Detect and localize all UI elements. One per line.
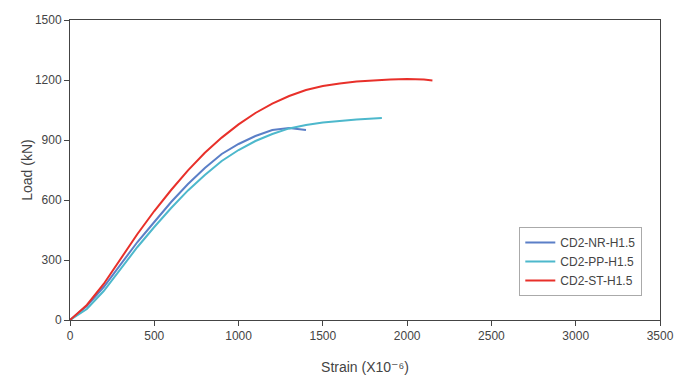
svg-text:300: 300 <box>42 253 62 267</box>
svg-text:CD2-ST-H1.5: CD2-ST-H1.5 <box>560 274 632 288</box>
svg-text:2500: 2500 <box>478 329 505 343</box>
svg-text:600: 600 <box>42 193 62 207</box>
svg-text:CD2-NR-H1.5: CD2-NR-H1.5 <box>560 236 635 250</box>
svg-text:1200: 1200 <box>35 73 62 87</box>
svg-text:2000: 2000 <box>394 329 421 343</box>
svg-text:0: 0 <box>55 313 62 327</box>
svg-text:500: 500 <box>144 329 164 343</box>
svg-text:900: 900 <box>42 133 62 147</box>
svg-text:1500: 1500 <box>35 13 62 27</box>
svg-text:3000: 3000 <box>562 329 589 343</box>
svg-text:Load (kN): Load (kN) <box>19 139 35 200</box>
svg-text:Strain (X10⁻⁶): Strain (X10⁻⁶) <box>321 359 409 375</box>
svg-text:1500: 1500 <box>310 329 337 343</box>
svg-text:3500: 3500 <box>647 329 674 343</box>
svg-text:CD2-PP-H1.5: CD2-PP-H1.5 <box>560 255 634 269</box>
svg-text:1000: 1000 <box>225 329 252 343</box>
svg-text:0: 0 <box>67 329 74 343</box>
